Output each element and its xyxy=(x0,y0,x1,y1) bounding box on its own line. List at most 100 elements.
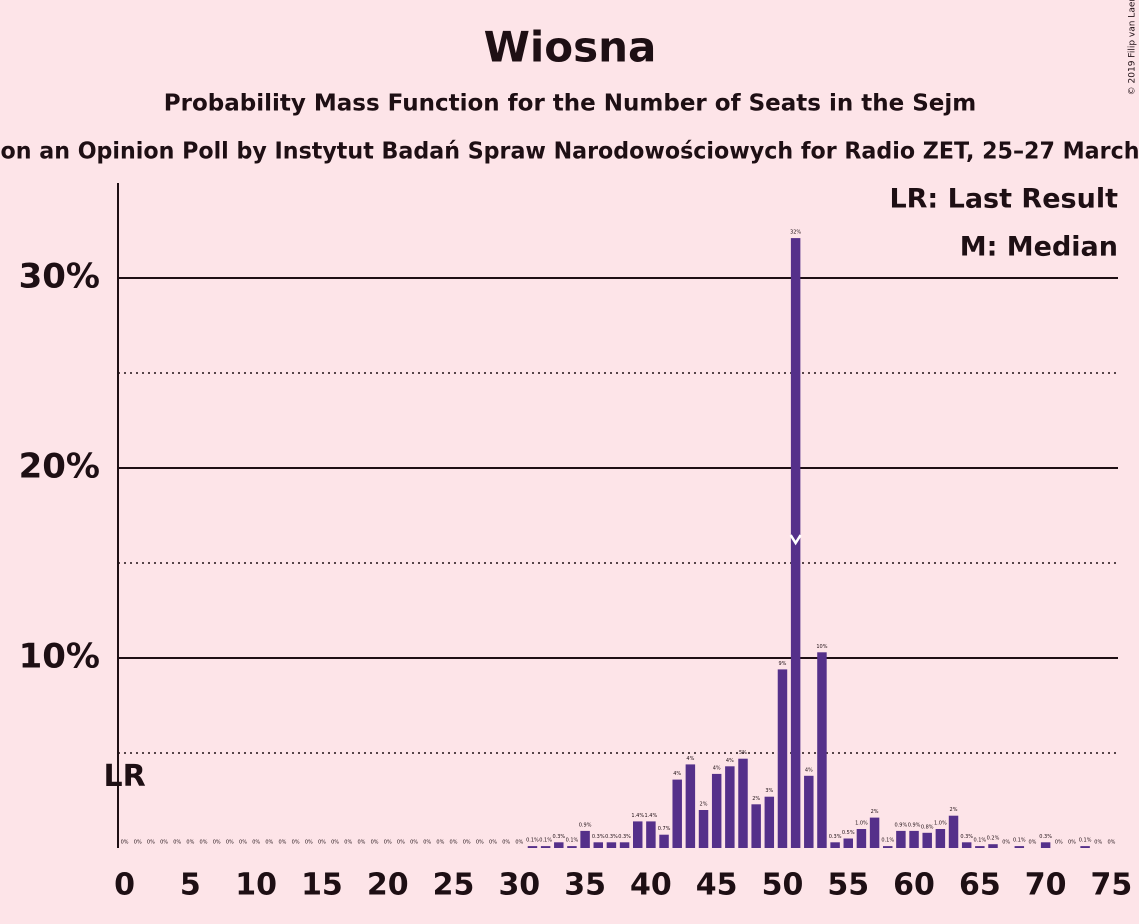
value-label: 1.0% xyxy=(934,821,947,827)
value-label: 0% xyxy=(292,840,300,846)
legend-entry: M: Median xyxy=(960,232,1118,263)
value-label: 0.9% xyxy=(895,822,908,828)
bar xyxy=(1040,842,1051,848)
value-label: 0.9% xyxy=(908,822,921,828)
value-label: 0.1% xyxy=(566,838,579,844)
value-label: 0.1% xyxy=(1079,838,1092,844)
value-label: 0.1% xyxy=(539,838,552,844)
value-label: 4% xyxy=(673,771,681,777)
bar xyxy=(948,815,959,848)
value-label: 0% xyxy=(147,840,155,846)
x-tick-label: 40 xyxy=(630,868,672,903)
value-label: 0% xyxy=(200,840,208,846)
value-label: 0% xyxy=(305,840,313,846)
value-label: 4% xyxy=(713,765,721,771)
value-label: 0% xyxy=(160,840,168,846)
bar xyxy=(764,796,775,848)
value-label: 0.3% xyxy=(829,834,842,840)
bar xyxy=(646,821,656,848)
bar xyxy=(685,764,696,848)
value-label: 4% xyxy=(686,756,694,762)
value-label: 0% xyxy=(476,840,484,846)
value-label: 0.9% xyxy=(579,822,592,828)
value-label: 2% xyxy=(871,809,879,815)
value-label: 3% xyxy=(765,788,773,794)
bar xyxy=(527,846,538,848)
value-label: 0% xyxy=(436,840,444,846)
bar xyxy=(633,821,643,848)
value-label: 4% xyxy=(805,767,813,773)
bar xyxy=(1014,846,1025,848)
value-label: 0% xyxy=(489,840,497,846)
value-label: 0% xyxy=(1068,840,1076,846)
bar xyxy=(554,842,564,848)
chart-subtitle: Probability Mass Function for the Number… xyxy=(164,91,976,117)
value-label: 0% xyxy=(331,840,339,846)
bar xyxy=(751,804,761,848)
x-tick-label: 20 xyxy=(367,868,409,903)
last-result-marker: LR xyxy=(103,759,145,794)
bar xyxy=(698,810,709,848)
legend-entry: LR: Last Result xyxy=(889,184,1118,215)
value-label: 0% xyxy=(515,840,523,846)
bar xyxy=(975,846,985,848)
value-label: 0% xyxy=(1107,840,1115,846)
value-label: 0.5% xyxy=(842,830,855,836)
value-label: 0% xyxy=(344,840,352,846)
value-label: 0.3% xyxy=(552,834,565,840)
value-label: 0.1% xyxy=(526,838,539,844)
value-label: 0% xyxy=(121,840,129,846)
bar xyxy=(593,842,603,848)
value-label: 0% xyxy=(173,840,181,846)
x-tick-label: 15 xyxy=(301,868,343,903)
value-label: 0.1% xyxy=(1013,838,1026,844)
value-label: 0% xyxy=(423,840,431,846)
value-label: 0.1% xyxy=(881,838,894,844)
value-label: 1.0% xyxy=(855,821,868,827)
value-label: 0% xyxy=(1029,840,1037,846)
value-label: 0.1% xyxy=(973,838,986,844)
value-label: 2% xyxy=(752,796,760,802)
value-label: 0.3% xyxy=(1039,834,1052,840)
value-label: 2% xyxy=(700,802,708,808)
x-tick-label: 65 xyxy=(959,868,1001,903)
value-label: 0% xyxy=(226,840,234,846)
x-tick-label: 55 xyxy=(827,868,869,903)
bar xyxy=(672,779,682,848)
bar xyxy=(935,829,946,848)
chart-title: Wiosna xyxy=(484,23,657,72)
value-label: 0% xyxy=(410,840,418,846)
value-label: 0% xyxy=(357,840,365,846)
value-label: 0% xyxy=(1055,840,1063,846)
bar xyxy=(777,669,788,848)
bar xyxy=(817,652,827,848)
bar xyxy=(711,773,722,848)
source-note: on an Opinion Poll by Instytut Badań Spr… xyxy=(1,139,1139,165)
x-tick-label: 0 xyxy=(114,868,135,903)
bar xyxy=(988,844,998,848)
bar xyxy=(804,775,814,848)
x-tick-label: 75 xyxy=(1091,868,1133,903)
x-tick-label: 35 xyxy=(564,868,606,903)
value-label: 0.3% xyxy=(592,834,605,840)
value-label: 0% xyxy=(318,840,326,846)
value-label: 0.3% xyxy=(618,834,631,840)
y-tick-label: 20% xyxy=(19,447,100,487)
value-label: 0% xyxy=(463,840,471,846)
value-label: 0% xyxy=(186,840,194,846)
value-label: 0% xyxy=(213,840,221,846)
value-label: 0.3% xyxy=(960,834,973,840)
bar xyxy=(909,830,919,848)
median-marker xyxy=(789,534,802,546)
x-tick-label: 70 xyxy=(1025,868,1067,903)
x-tick-label: 25 xyxy=(433,868,475,903)
value-label: 0.8% xyxy=(921,824,934,830)
x-tick-label: 5 xyxy=(180,868,201,903)
value-label: 10% xyxy=(816,644,827,650)
bar xyxy=(540,846,551,848)
value-label: 32% xyxy=(790,230,801,236)
bar xyxy=(1080,846,1090,848)
value-label: 0% xyxy=(384,840,392,846)
bar xyxy=(580,830,590,848)
